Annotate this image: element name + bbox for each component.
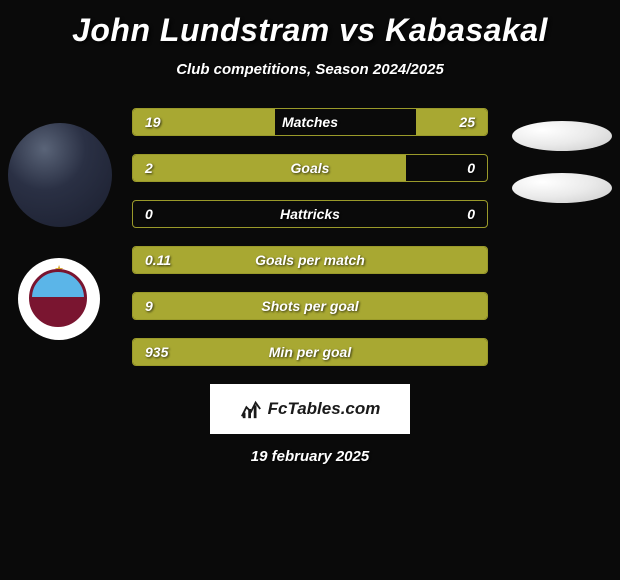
stat-row: 0.11 Goals per match (132, 246, 488, 274)
stat-value-left: 0.11 (145, 252, 171, 268)
stat-value-right: 25 (459, 114, 475, 130)
stat-value-left: 935 (145, 344, 168, 360)
stat-label: Goals per match (255, 252, 365, 268)
stat-fill-right (416, 109, 487, 135)
player-avatar-right: ★ (18, 258, 100, 340)
stat-row: 935 Min per goal (132, 338, 488, 366)
stat-label: Shots per goal (261, 298, 358, 314)
brand-text: FcTables.com (268, 399, 381, 419)
stat-value-left: 0 (145, 206, 153, 222)
page-title: John Lundstram vs Kabasakal (0, 12, 620, 49)
comparison-card: John Lundstram vs Kabasakal Club competi… (0, 0, 620, 475)
stat-value-left: 19 (145, 114, 161, 130)
stat-fill-left (133, 155, 406, 181)
decorative-blob (512, 121, 612, 151)
stat-label: Matches (282, 114, 338, 130)
stat-value-right: 0 (467, 206, 475, 222)
stat-value-left: 2 (145, 160, 153, 176)
stat-label: Hattricks (280, 206, 340, 222)
brand-badge[interactable]: FcTables.com (210, 384, 410, 434)
stat-value-right: 0 (467, 160, 475, 176)
stat-row: 0 0 Hattricks (132, 200, 488, 228)
stat-value-left: 9 (145, 298, 153, 314)
club-logo: ★ (29, 269, 89, 329)
stat-row: 9 Shots per goal (132, 292, 488, 320)
subtitle: Club competitions, Season 2024/2025 (0, 61, 620, 78)
date-line: 19 february 2025 (0, 448, 620, 465)
player-avatar-left (8, 123, 112, 227)
chart-icon (240, 398, 262, 420)
decorative-blob (512, 173, 612, 203)
stats-area: ★ 19 25 Matches 2 0 Goals 0 0 Hattricks 0.11 Goals… (0, 108, 620, 366)
stat-row: 19 25 Matches (132, 108, 488, 136)
stat-label: Goals (291, 160, 330, 176)
stat-row: 2 0 Goals (132, 154, 488, 182)
stat-rows: 19 25 Matches 2 0 Goals 0 0 Hattricks 0.11 Goals p… (132, 108, 488, 366)
stat-label: Min per goal (269, 344, 351, 360)
